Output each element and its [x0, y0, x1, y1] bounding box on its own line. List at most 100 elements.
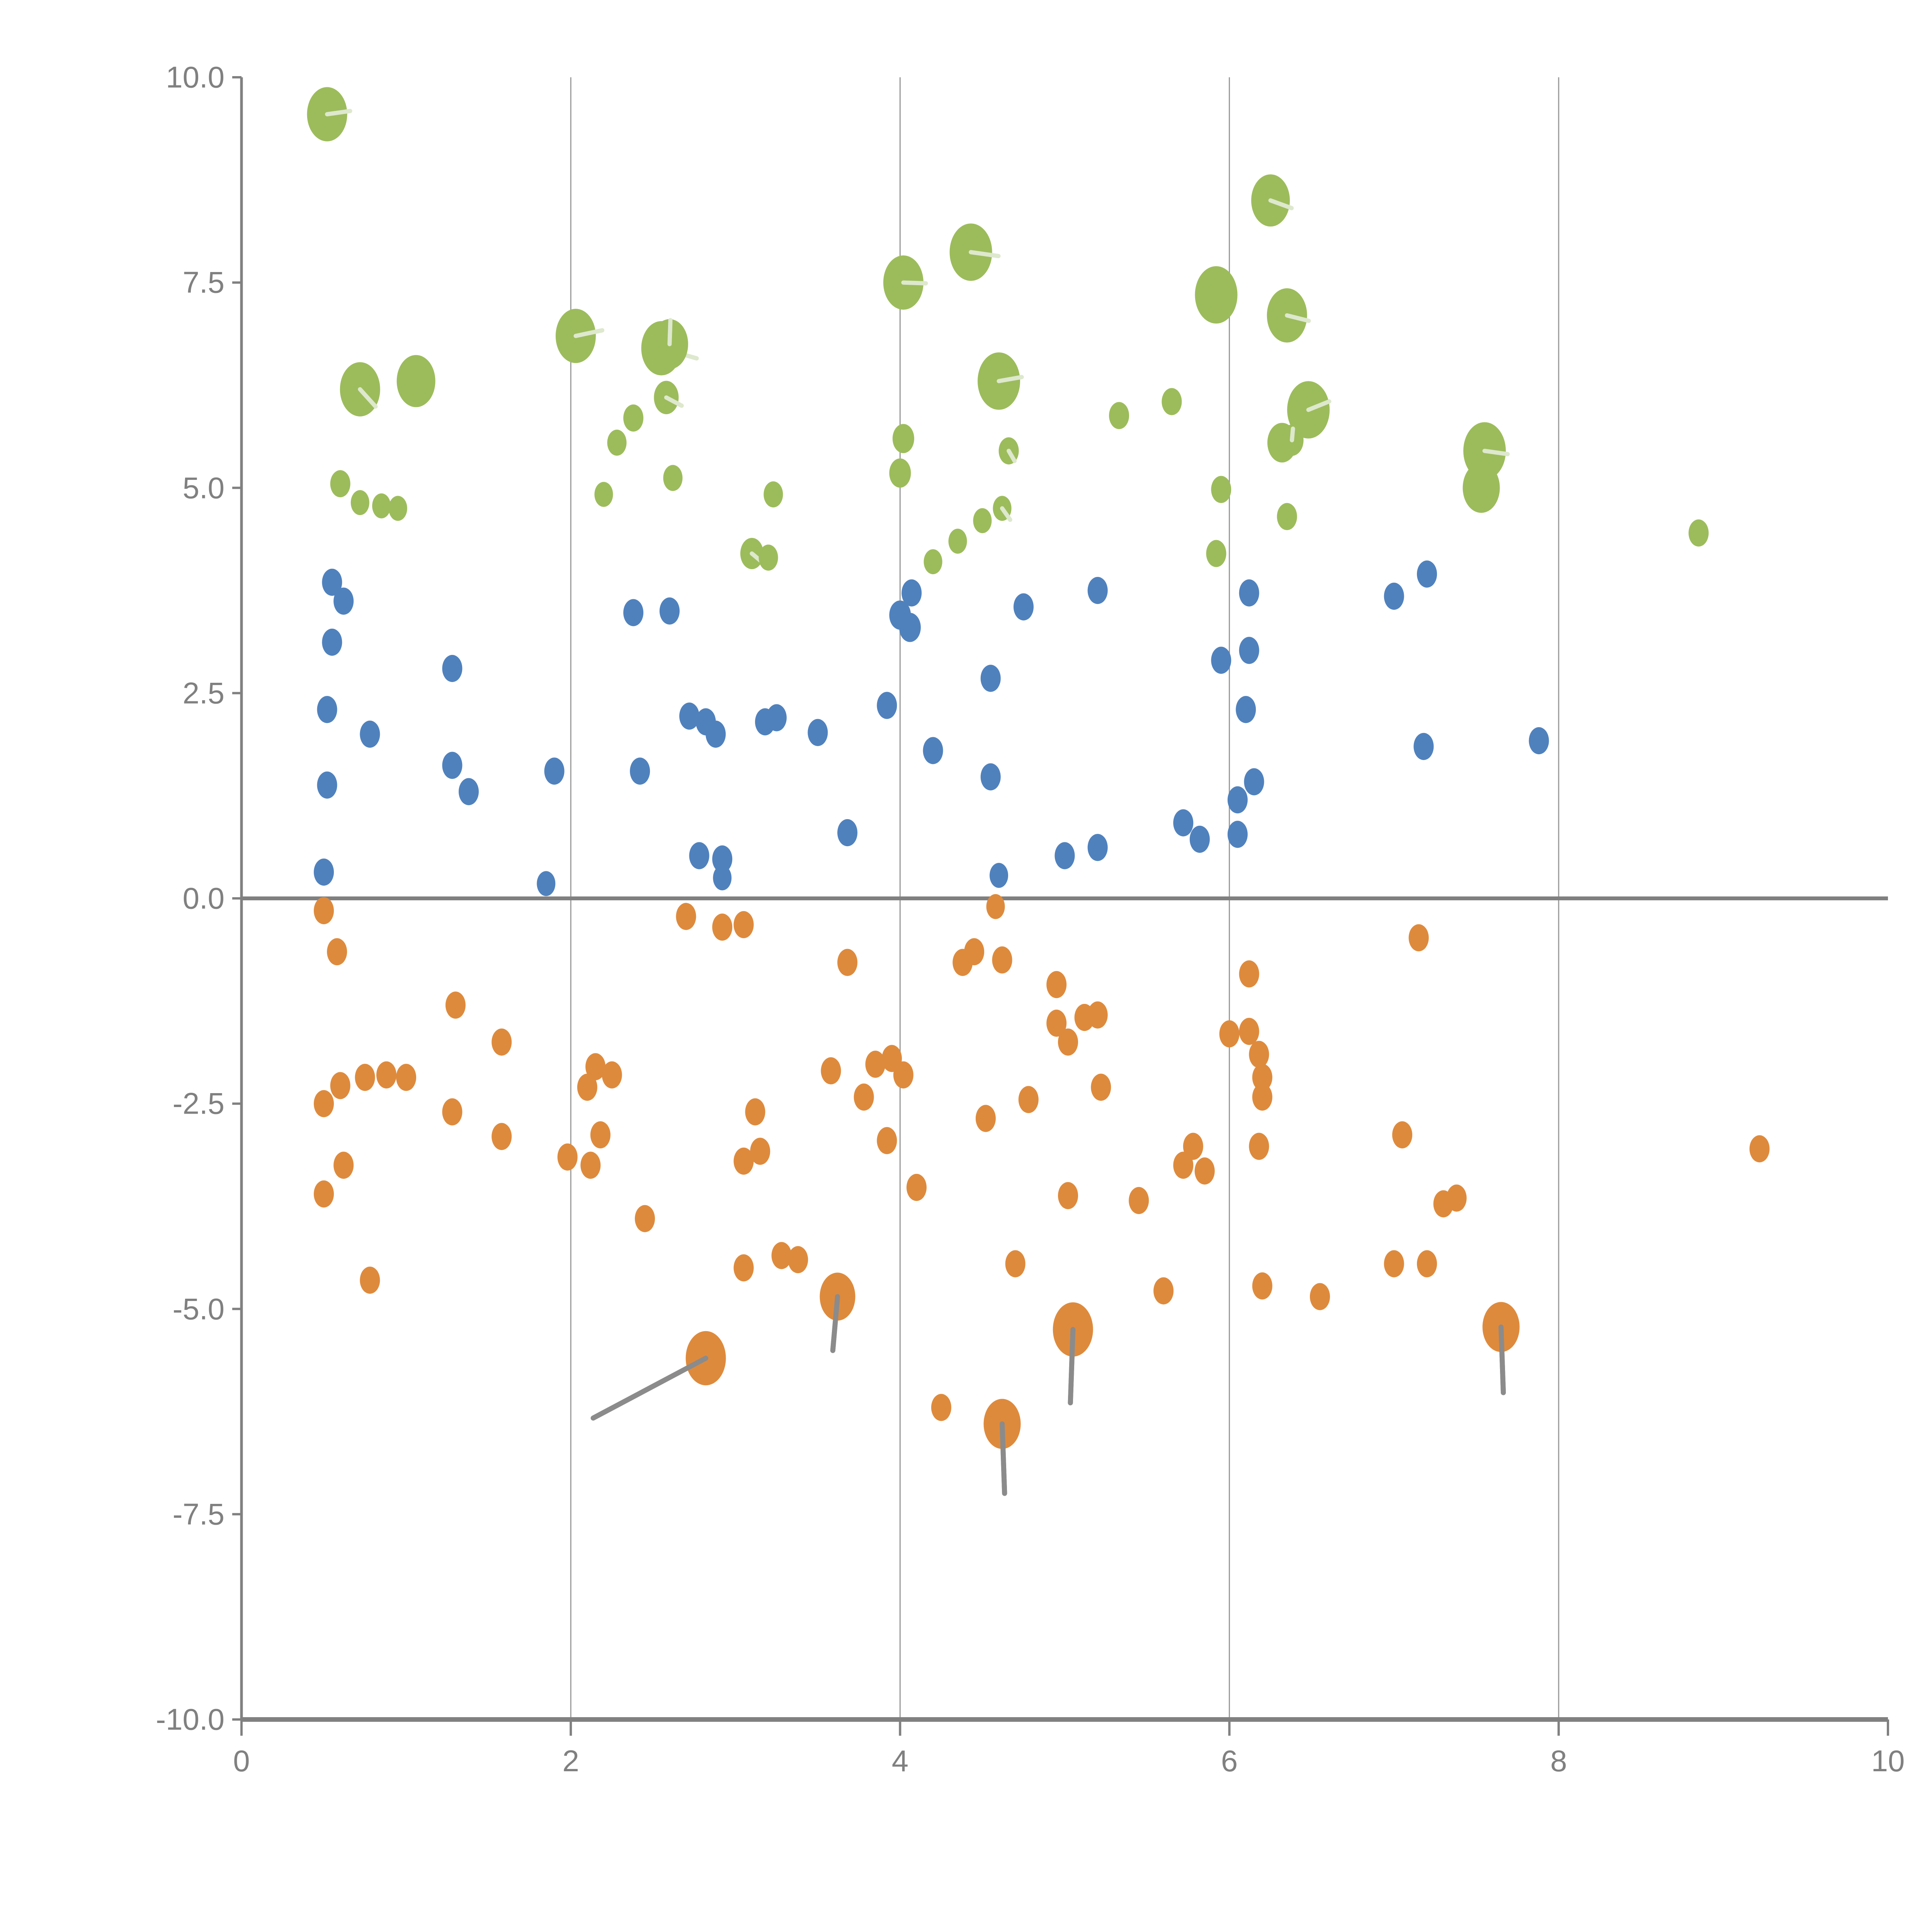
data-point[interactable]	[1054, 842, 1075, 869]
data-point[interactable]	[948, 529, 967, 554]
data-point[interactable]	[330, 470, 350, 497]
data-point[interactable]	[889, 458, 911, 488]
data-point[interactable]	[317, 696, 337, 723]
data-point[interactable]	[1183, 1133, 1203, 1160]
data-point[interactable]	[1087, 577, 1108, 604]
data-point[interactable]	[1153, 1277, 1174, 1304]
data-point[interactable]	[1211, 646, 1231, 674]
data-point[interactable]	[733, 1254, 754, 1282]
data-point[interactable]	[679, 702, 699, 730]
data-point[interactable]	[1384, 1250, 1404, 1277]
data-point[interactable]	[322, 628, 342, 656]
data-point[interactable]	[706, 720, 726, 748]
data-point[interactable]	[990, 863, 1009, 888]
data-point[interactable]	[623, 404, 644, 432]
data-point[interactable]	[923, 549, 942, 575]
data-point[interactable]	[750, 1138, 770, 1165]
data-point[interactable]	[322, 568, 342, 596]
data-point[interactable]	[1194, 1157, 1215, 1185]
data-point[interactable]	[1239, 637, 1259, 664]
data-point[interactable]	[659, 597, 680, 625]
data-point[interactable]	[821, 1057, 841, 1085]
data-point[interactable]	[1013, 593, 1034, 621]
data-point[interactable]	[634, 1205, 655, 1232]
data-point[interactable]	[865, 1051, 886, 1078]
data-point[interactable]	[766, 704, 787, 731]
data-point[interactable]	[1252, 1064, 1272, 1091]
data-point[interactable]	[442, 655, 463, 682]
data-point[interactable]	[1189, 825, 1210, 853]
data-point[interactable]	[327, 938, 347, 966]
data-point[interactable]	[580, 1151, 601, 1179]
data-point[interactable]	[788, 1246, 808, 1274]
data-point[interactable]	[892, 424, 914, 453]
data-point[interactable]	[1688, 519, 1709, 547]
data-point[interactable]	[923, 737, 943, 764]
data-point[interactable]	[557, 1143, 578, 1171]
data-point[interactable]	[980, 763, 1001, 791]
data-point[interactable]	[1195, 266, 1238, 324]
data-point[interactable]	[713, 865, 732, 891]
data-point[interactable]	[1413, 733, 1434, 760]
data-point[interactable]	[1384, 582, 1404, 610]
data-point[interactable]	[1277, 503, 1297, 530]
data-point[interactable]	[442, 1098, 463, 1126]
data-point[interactable]	[355, 1064, 375, 1091]
data-point[interactable]	[1109, 402, 1129, 429]
data-point[interactable]	[877, 692, 897, 719]
data-point[interactable]	[1408, 924, 1429, 952]
data-point[interactable]	[1417, 560, 1437, 588]
data-point[interactable]	[1252, 1083, 1272, 1111]
data-point[interactable]	[585, 1053, 606, 1080]
data-point[interactable]	[376, 1061, 396, 1088]
data-point[interactable]	[1087, 1001, 1108, 1029]
data-point[interactable]	[1252, 1272, 1272, 1300]
data-point[interactable]	[1129, 1187, 1149, 1214]
data-point[interactable]	[330, 1072, 350, 1099]
data-point[interactable]	[314, 858, 334, 886]
data-point[interactable]	[906, 1173, 927, 1201]
data-point[interactable]	[333, 587, 354, 615]
data-point[interactable]	[1046, 971, 1067, 998]
data-point[interactable]	[764, 481, 783, 508]
data-point[interactable]	[396, 1064, 417, 1091]
data-point[interactable]	[759, 544, 778, 571]
data-point[interactable]	[1058, 1182, 1078, 1209]
data-point[interactable]	[1239, 579, 1259, 607]
data-point[interactable]	[1206, 540, 1226, 567]
data-point[interactable]	[372, 493, 391, 519]
data-point[interactable]	[544, 757, 565, 785]
data-point[interactable]	[1244, 768, 1264, 796]
data-point[interactable]	[314, 1180, 334, 1208]
data-point[interactable]	[1018, 1086, 1039, 1113]
data-point[interactable]	[899, 612, 921, 642]
data-point[interactable]	[492, 1028, 512, 1056]
data-point[interactable]	[1227, 786, 1248, 814]
data-point[interactable]	[314, 1090, 334, 1117]
data-point[interactable]	[594, 482, 613, 507]
data-point[interactable]	[689, 842, 709, 869]
data-point[interactable]	[1749, 1135, 1770, 1163]
data-point[interactable]	[1211, 476, 1231, 503]
data-point[interactable]	[893, 1061, 913, 1088]
data-point[interactable]	[492, 1123, 512, 1150]
data-point[interactable]	[350, 490, 369, 515]
data-point[interactable]	[992, 946, 1012, 974]
data-point[interactable]	[1162, 388, 1182, 415]
data-point[interactable]	[1005, 1250, 1026, 1277]
data-point[interactable]	[745, 1098, 765, 1126]
data-point[interactable]	[676, 903, 696, 930]
data-point[interactable]	[442, 752, 463, 779]
data-point[interactable]	[537, 871, 556, 896]
data-point[interactable]	[1173, 809, 1194, 837]
data-point[interactable]	[360, 720, 380, 748]
data-point[interactable]	[317, 771, 337, 799]
data-point[interactable]	[445, 992, 466, 1019]
data-point[interactable]	[771, 1242, 792, 1269]
data-point[interactable]	[577, 1073, 597, 1101]
data-point[interactable]	[1227, 821, 1248, 848]
data-point[interactable]	[1417, 1250, 1437, 1277]
data-point[interactable]	[459, 778, 479, 805]
data-point[interactable]	[1310, 1283, 1330, 1310]
data-point[interactable]	[1219, 1020, 1240, 1048]
